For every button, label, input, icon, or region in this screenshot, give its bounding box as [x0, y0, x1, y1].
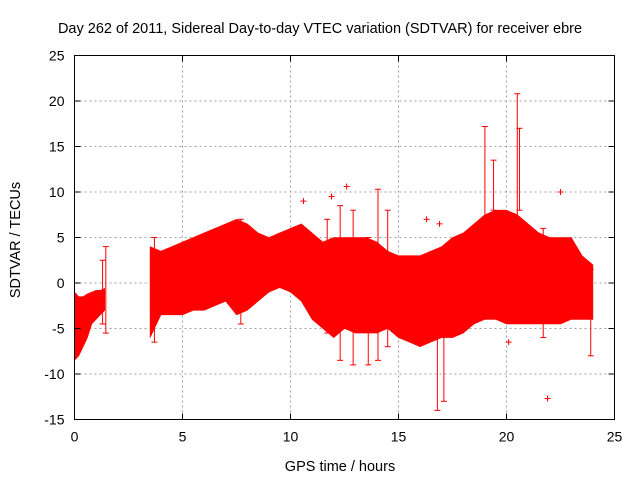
data-band [149, 209, 594, 348]
y-tick-label: 10 [49, 184, 65, 200]
data-point [436, 220, 443, 227]
data-point [557, 189, 564, 195]
y-axis-label: SDTVAR / TECUs [8, 182, 24, 298]
data-band [74, 288, 106, 361]
x-tick-label: 15 [391, 429, 407, 445]
data-point [544, 395, 551, 402]
x-tick-label: 0 [71, 429, 79, 445]
y-tick-label: 20 [49, 93, 65, 109]
x-tick-label: 10 [283, 429, 299, 445]
y-tick-label: -15 [44, 412, 64, 428]
y-tick-label: 0 [57, 275, 65, 291]
axis-ticks: 0 5 10 15 20 25 -15 -10 -5 0 5 10 15 20 25 [44, 48, 622, 445]
x-tick-label: 5 [179, 429, 187, 445]
data-point [328, 193, 335, 200]
x-tick-label: 25 [607, 429, 623, 445]
data-series [74, 93, 594, 411]
data-point [423, 216, 430, 223]
y-tick-label: -10 [44, 366, 64, 382]
y-tick-label: 25 [49, 48, 65, 64]
y-tick-label: 15 [49, 139, 65, 155]
y-tick-label: -5 [52, 321, 65, 337]
data-point [505, 339, 512, 346]
x-axis-label: GPS time / hours [285, 459, 395, 475]
data-point [343, 183, 350, 190]
chart-title: Day 262 of 2011, Sidereal Day-to-day VTE… [58, 21, 582, 37]
data-point [300, 198, 307, 205]
x-tick-label: 20 [499, 429, 515, 445]
y-tick-label: 5 [57, 230, 65, 246]
